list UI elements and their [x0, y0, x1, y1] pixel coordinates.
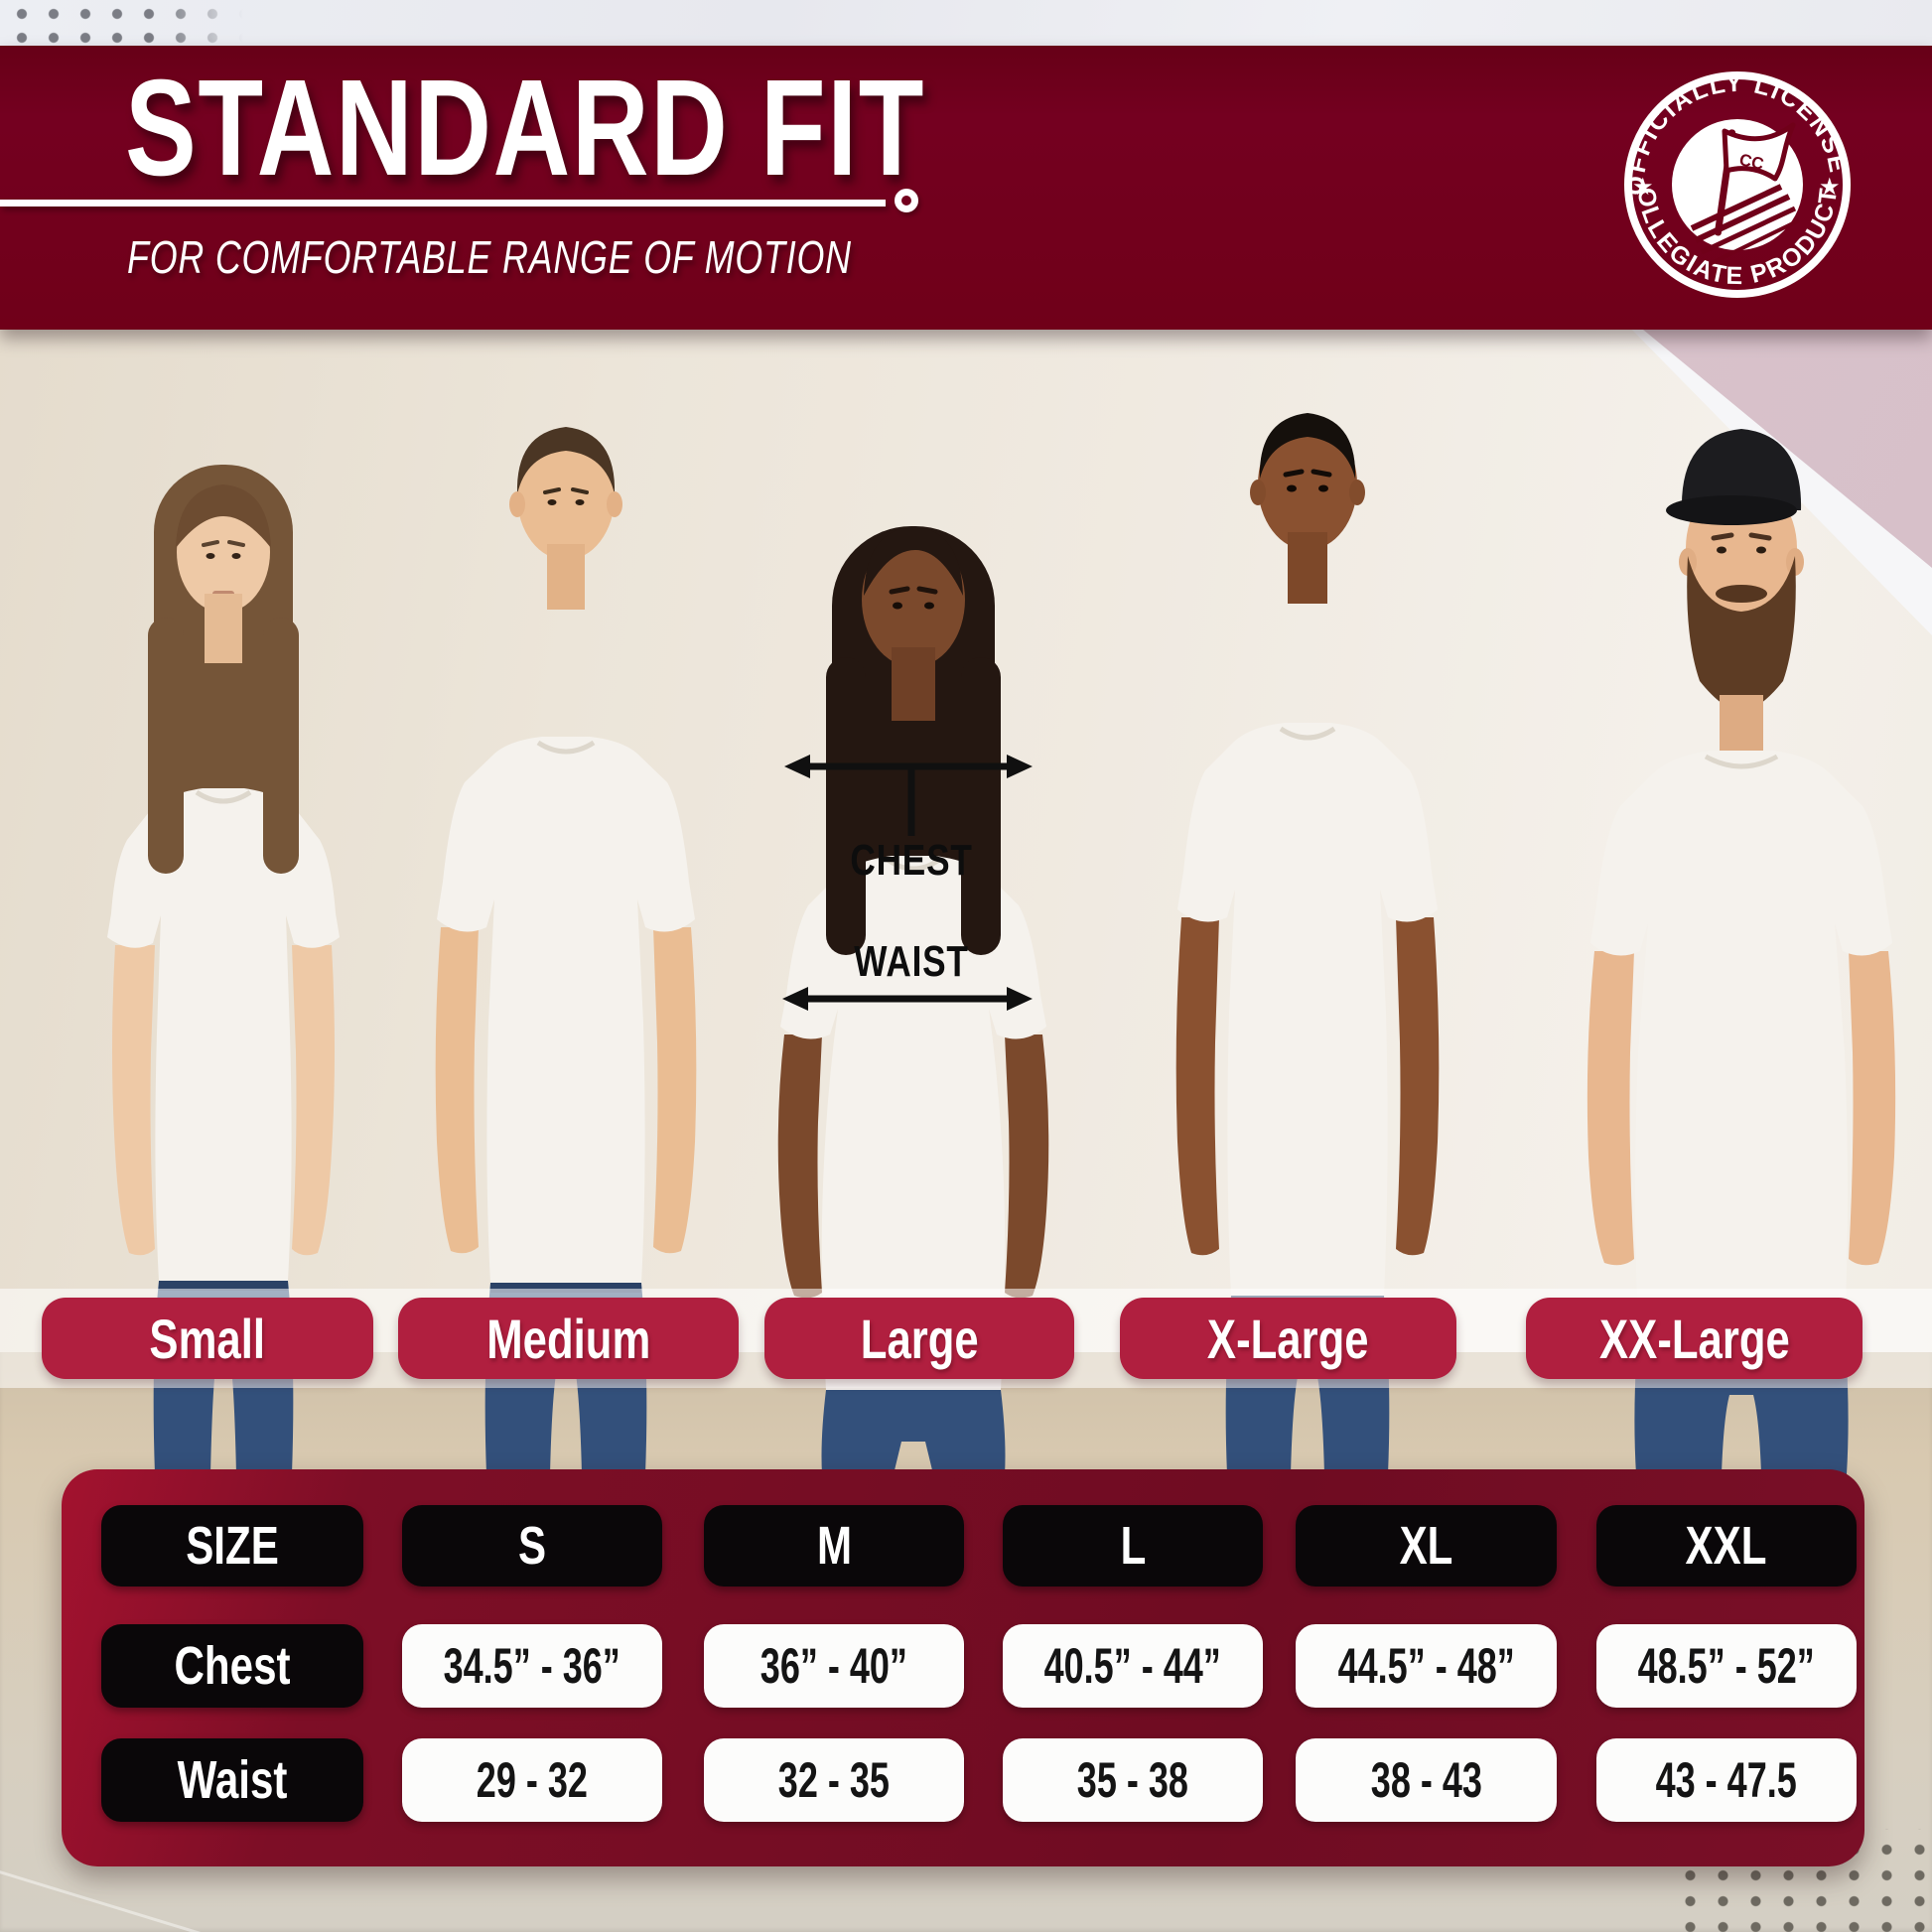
title-underline-ring-icon — [895, 189, 918, 212]
table-header-l: L — [1003, 1505, 1263, 1587]
table-cell-chest-xl: 44.5” - 48” — [1296, 1624, 1557, 1708]
size-pill-medium: Medium — [398, 1298, 739, 1379]
table-cell-waist-l: 35 - 38 — [1003, 1738, 1263, 1822]
table-cell-chest-l: 40.5” - 44” — [1003, 1624, 1263, 1708]
table-header-xl: XL — [1296, 1505, 1557, 1587]
header-banner — [0, 46, 1932, 330]
table-row-label-waist: Waist — [101, 1738, 363, 1822]
table-row-label-chest: Chest — [101, 1624, 363, 1708]
size-table: SIZE S M L XL XXL Chest 34.5” - 36” 36” … — [62, 1469, 1864, 1866]
page-title: STANDARD FIT — [125, 52, 925, 205]
size-pill-x-large: X-Large — [1120, 1298, 1456, 1379]
top-light-band — [0, 0, 1932, 48]
table-cell-waist-xxl: 43 - 47.5 — [1596, 1738, 1857, 1822]
badge-star-right-icon: ★ — [1819, 174, 1841, 201]
officially-licensed-badge: OFFICIALLY LICENSED COLLEGIATE PRODUCTS … — [1622, 69, 1851, 298]
badge-star-left-icon: ★ — [1632, 174, 1654, 201]
size-pill-xx-large: XX-Large — [1526, 1298, 1863, 1379]
table-header-s: S — [402, 1505, 662, 1587]
table-header-m: M — [704, 1505, 964, 1587]
size-pill-small: Small — [42, 1298, 373, 1379]
badge-monogram: CC — [1737, 150, 1765, 174]
chest-arrow-icon — [784, 755, 1033, 836]
pennant-flag-icon — [1690, 122, 1800, 266]
table-cell-chest-s: 34.5” - 36” — [402, 1624, 662, 1708]
table-cell-waist-m: 32 - 35 — [704, 1738, 964, 1822]
table-header-size: SIZE — [101, 1505, 363, 1587]
person-small — [107, 465, 340, 1474]
table-cell-chest-m: 36” - 40” — [704, 1624, 964, 1708]
beard — [1687, 556, 1796, 711]
table-cell-chest-xxl: 48.5” - 52” — [1596, 1624, 1857, 1708]
size-pill-large: Large — [764, 1298, 1074, 1379]
table-header-xxl: XXL — [1596, 1505, 1857, 1587]
table-cell-waist-s: 29 - 32 — [402, 1738, 662, 1822]
chest-annotation-label: CHEST — [850, 836, 973, 885]
waist-arrow-icon — [782, 987, 1033, 1011]
page-subtitle: FOR COMFORTABLE RANGE OF MOTION — [127, 231, 852, 283]
baseball-cap — [1681, 429, 1802, 510]
person-large — [777, 526, 1049, 1474]
title-underline — [0, 200, 886, 207]
waist-annotation-label: WAIST — [854, 937, 969, 986]
table-cell-waist-xl: 38 - 43 — [1296, 1738, 1557, 1822]
person-x-large — [1175, 413, 1440, 1474]
person-xx-large — [1587, 429, 1896, 1474]
